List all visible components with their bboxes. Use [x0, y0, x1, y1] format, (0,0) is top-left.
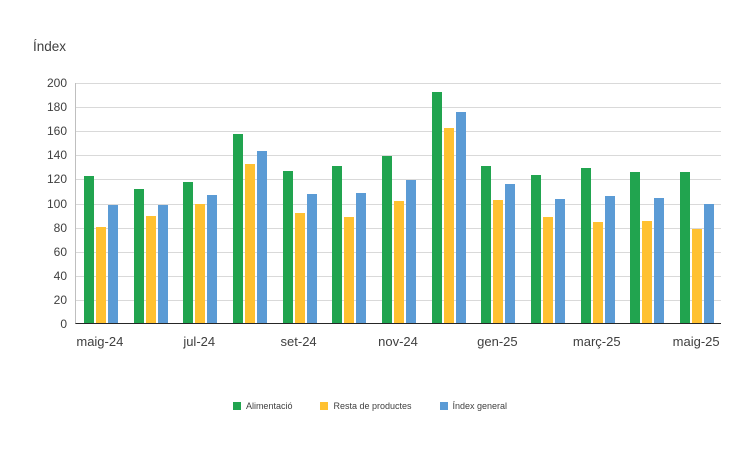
y-tick-label-20: 20: [53, 292, 67, 307]
bar-Índex general-group9: [505, 184, 516, 323]
x-tick-label-gen-25: gen-25: [477, 334, 518, 349]
bar-Alimentació-group9: [481, 166, 492, 323]
legend-swatch-icon: [439, 402, 448, 410]
bar-Resta de productes-group1: [95, 226, 106, 323]
legend-swatch-icon: [320, 402, 329, 410]
y-tick-label-180: 180: [46, 100, 67, 115]
bar-Resta de productes-group6: [344, 216, 355, 323]
bar-Resta de productes-group2: [145, 215, 156, 323]
bar-Índex general-group8: [455, 112, 466, 323]
bar-Alimentació-group7: [382, 155, 392, 323]
bar-Índex general-group7: [406, 179, 416, 323]
y-tick-label-80: 80: [53, 220, 67, 235]
y-tick-label-140: 140: [46, 148, 67, 163]
bar-Resta de productes-group7: [394, 201, 404, 323]
bar-Alimentació-group13: [680, 172, 691, 323]
bar-Índex general-group11: [604, 196, 615, 323]
bar-Resta de productes-group10: [543, 216, 554, 323]
bar-Índex general-group4: [256, 150, 267, 323]
bar-Resta de productes-group4: [244, 163, 255, 323]
bar-Índex general-group13: [704, 203, 715, 323]
gridline-140: [76, 155, 721, 157]
legend-label: Alimentació: [245, 401, 293, 411]
legend-label: Índex general: [452, 401, 508, 411]
bar-Índex general-group3: [207, 195, 218, 323]
y-tick-label-160: 160: [46, 124, 67, 139]
y-tick-label-0: 0: [60, 317, 67, 331]
x-tick-label-maig-25: maig-25: [672, 334, 720, 349]
bar-Alimentació-group6: [332, 166, 343, 323]
legend: Alimentació Resta de productes Índex gener…: [0, 401, 740, 411]
x-tick-label-set-24: set-24: [280, 334, 317, 349]
gridline-160: [76, 131, 721, 133]
bar-Alimentació-group2: [133, 189, 144, 323]
bar-Alimentació-group5: [282, 171, 293, 323]
bar-Alimentació-group3: [183, 182, 194, 323]
bar-Índex general-group1: [107, 204, 118, 323]
bar-Resta de productes-group9: [493, 200, 504, 323]
bar-Resta de productes-group11: [592, 221, 603, 323]
bar-Alimentació-group10: [531, 174, 542, 323]
bar-Alimentació-group8: [431, 91, 442, 323]
bar-Alimentació-group11: [580, 167, 591, 323]
legend-swatch-icon: [232, 402, 241, 410]
gridline-180: [76, 107, 721, 109]
y-tick-label-120: 120: [46, 172, 67, 187]
legend-item-Índex general: Índex general: [439, 401, 508, 411]
bar-Resta de productes-group3: [195, 203, 206, 323]
plot-area: [75, 83, 721, 324]
legend-label: Resta de productes: [333, 401, 412, 411]
bar-Índex general-group12: [654, 197, 665, 323]
legend-item-Alimentació: Alimentació: [232, 401, 293, 411]
x-tick-label-nov-24: nov-24: [378, 334, 418, 349]
gridline-200: [76, 83, 721, 84]
x-tick-label-maig-24: maig-24: [76, 334, 124, 349]
bar-Alimentació-group4: [232, 133, 243, 323]
legend-item-Resta de productes: Resta de productes: [320, 401, 412, 411]
bar-Alimentació-group12: [630, 172, 641, 323]
y-tick-label-200: 200: [46, 76, 67, 90]
bar-Alimentació-group1: [83, 176, 94, 323]
bar-Índex general-group6: [356, 192, 367, 323]
bar-Resta de productes-group13: [692, 229, 703, 323]
y-axis-title: Índex: [33, 39, 67, 54]
gridline-120: [76, 179, 721, 181]
bar-Resta de productes-group8: [443, 127, 454, 323]
y-tick-label-40: 40: [53, 268, 67, 283]
bar-Índex general-group10: [555, 198, 566, 323]
x-tick-label-jul-24: jul-24: [183, 334, 216, 349]
y-tick-label-100: 100: [46, 196, 67, 211]
x-tick-label-març-25: març-25: [572, 334, 621, 349]
bar-Índex general-group5: [306, 194, 317, 323]
y-tick-label-60: 60: [53, 244, 67, 259]
bar-Resta de productes-group12: [642, 220, 653, 323]
bar-Resta de productes-group5: [294, 213, 305, 323]
bar-Índex general-group2: [157, 204, 168, 323]
